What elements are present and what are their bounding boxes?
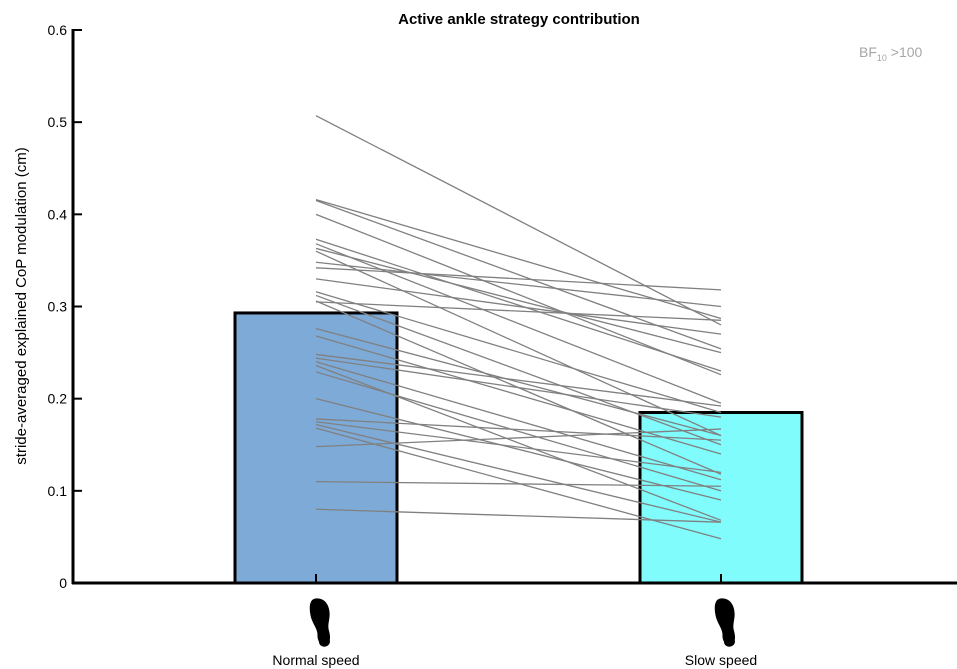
paired-line (315, 291, 722, 414)
bf-value: >100 (887, 44, 923, 60)
paired-line (315, 301, 722, 321)
paired-line (315, 115, 722, 326)
paired-line (315, 261, 722, 308)
y-tick-label: 0.2 (48, 391, 68, 407)
bar-normal-speed (233, 311, 399, 585)
bar-slow-speed (638, 410, 804, 585)
y-tick-label: 0.3 (48, 299, 68, 315)
paired-line (315, 278, 722, 335)
paired-line (315, 250, 722, 437)
paired-line (315, 508, 722, 523)
footprint-heel (724, 636, 735, 647)
paired-line (315, 213, 722, 376)
paired-line (315, 418, 722, 441)
paired-line (315, 335, 722, 455)
y-axis-label: stride-averaged explained CoP modulation… (13, 147, 30, 464)
footprint-icon (309, 598, 330, 647)
paired-line (315, 361, 722, 481)
category-group: Normal speed Slow speed (272, 574, 757, 668)
paired-line (315, 353, 722, 407)
y-tick-label: 0.6 (48, 22, 68, 38)
y-tick-label: 0.4 (48, 206, 68, 222)
svg-text:BF10 >100: BF10 >100 (859, 44, 923, 63)
paired-line (315, 428, 722, 448)
paired-line (315, 423, 722, 523)
category-label: Normal speed (272, 652, 359, 668)
paired-line (315, 480, 722, 487)
footprint-sole (309, 598, 330, 645)
bars-group (233, 311, 804, 585)
y-tick-label: 0 (59, 575, 67, 591)
y-tick-label: 0.5 (48, 114, 68, 130)
paired-line (315, 238, 722, 372)
chart-title: Active ankle strategy contribution (398, 11, 640, 28)
footprint-sole (714, 598, 735, 645)
paired-line (315, 398, 722, 501)
paired-line (315, 421, 722, 474)
paired-line (315, 199, 722, 350)
paired-line (315, 294, 722, 446)
paired-line (315, 247, 722, 354)
paired-line (315, 243, 722, 404)
footprint-icon (714, 598, 735, 647)
bf-subscript: 10 (877, 53, 887, 63)
paired-line (315, 357, 722, 418)
paired-lines-group (315, 115, 722, 540)
paired-line (315, 267, 722, 291)
footprint-heel (319, 636, 330, 647)
bf-base: BF (859, 44, 877, 60)
paired-line (315, 371, 722, 492)
y-tick-label: 0.1 (48, 483, 68, 499)
category-label: Slow speed (685, 652, 757, 668)
paired-line (315, 327, 722, 437)
bf-annotation: BF10 >100 (859, 44, 923, 63)
axes-group: 0 0.1 0.2 0.3 0.4 0.5 0.6 (48, 22, 957, 591)
